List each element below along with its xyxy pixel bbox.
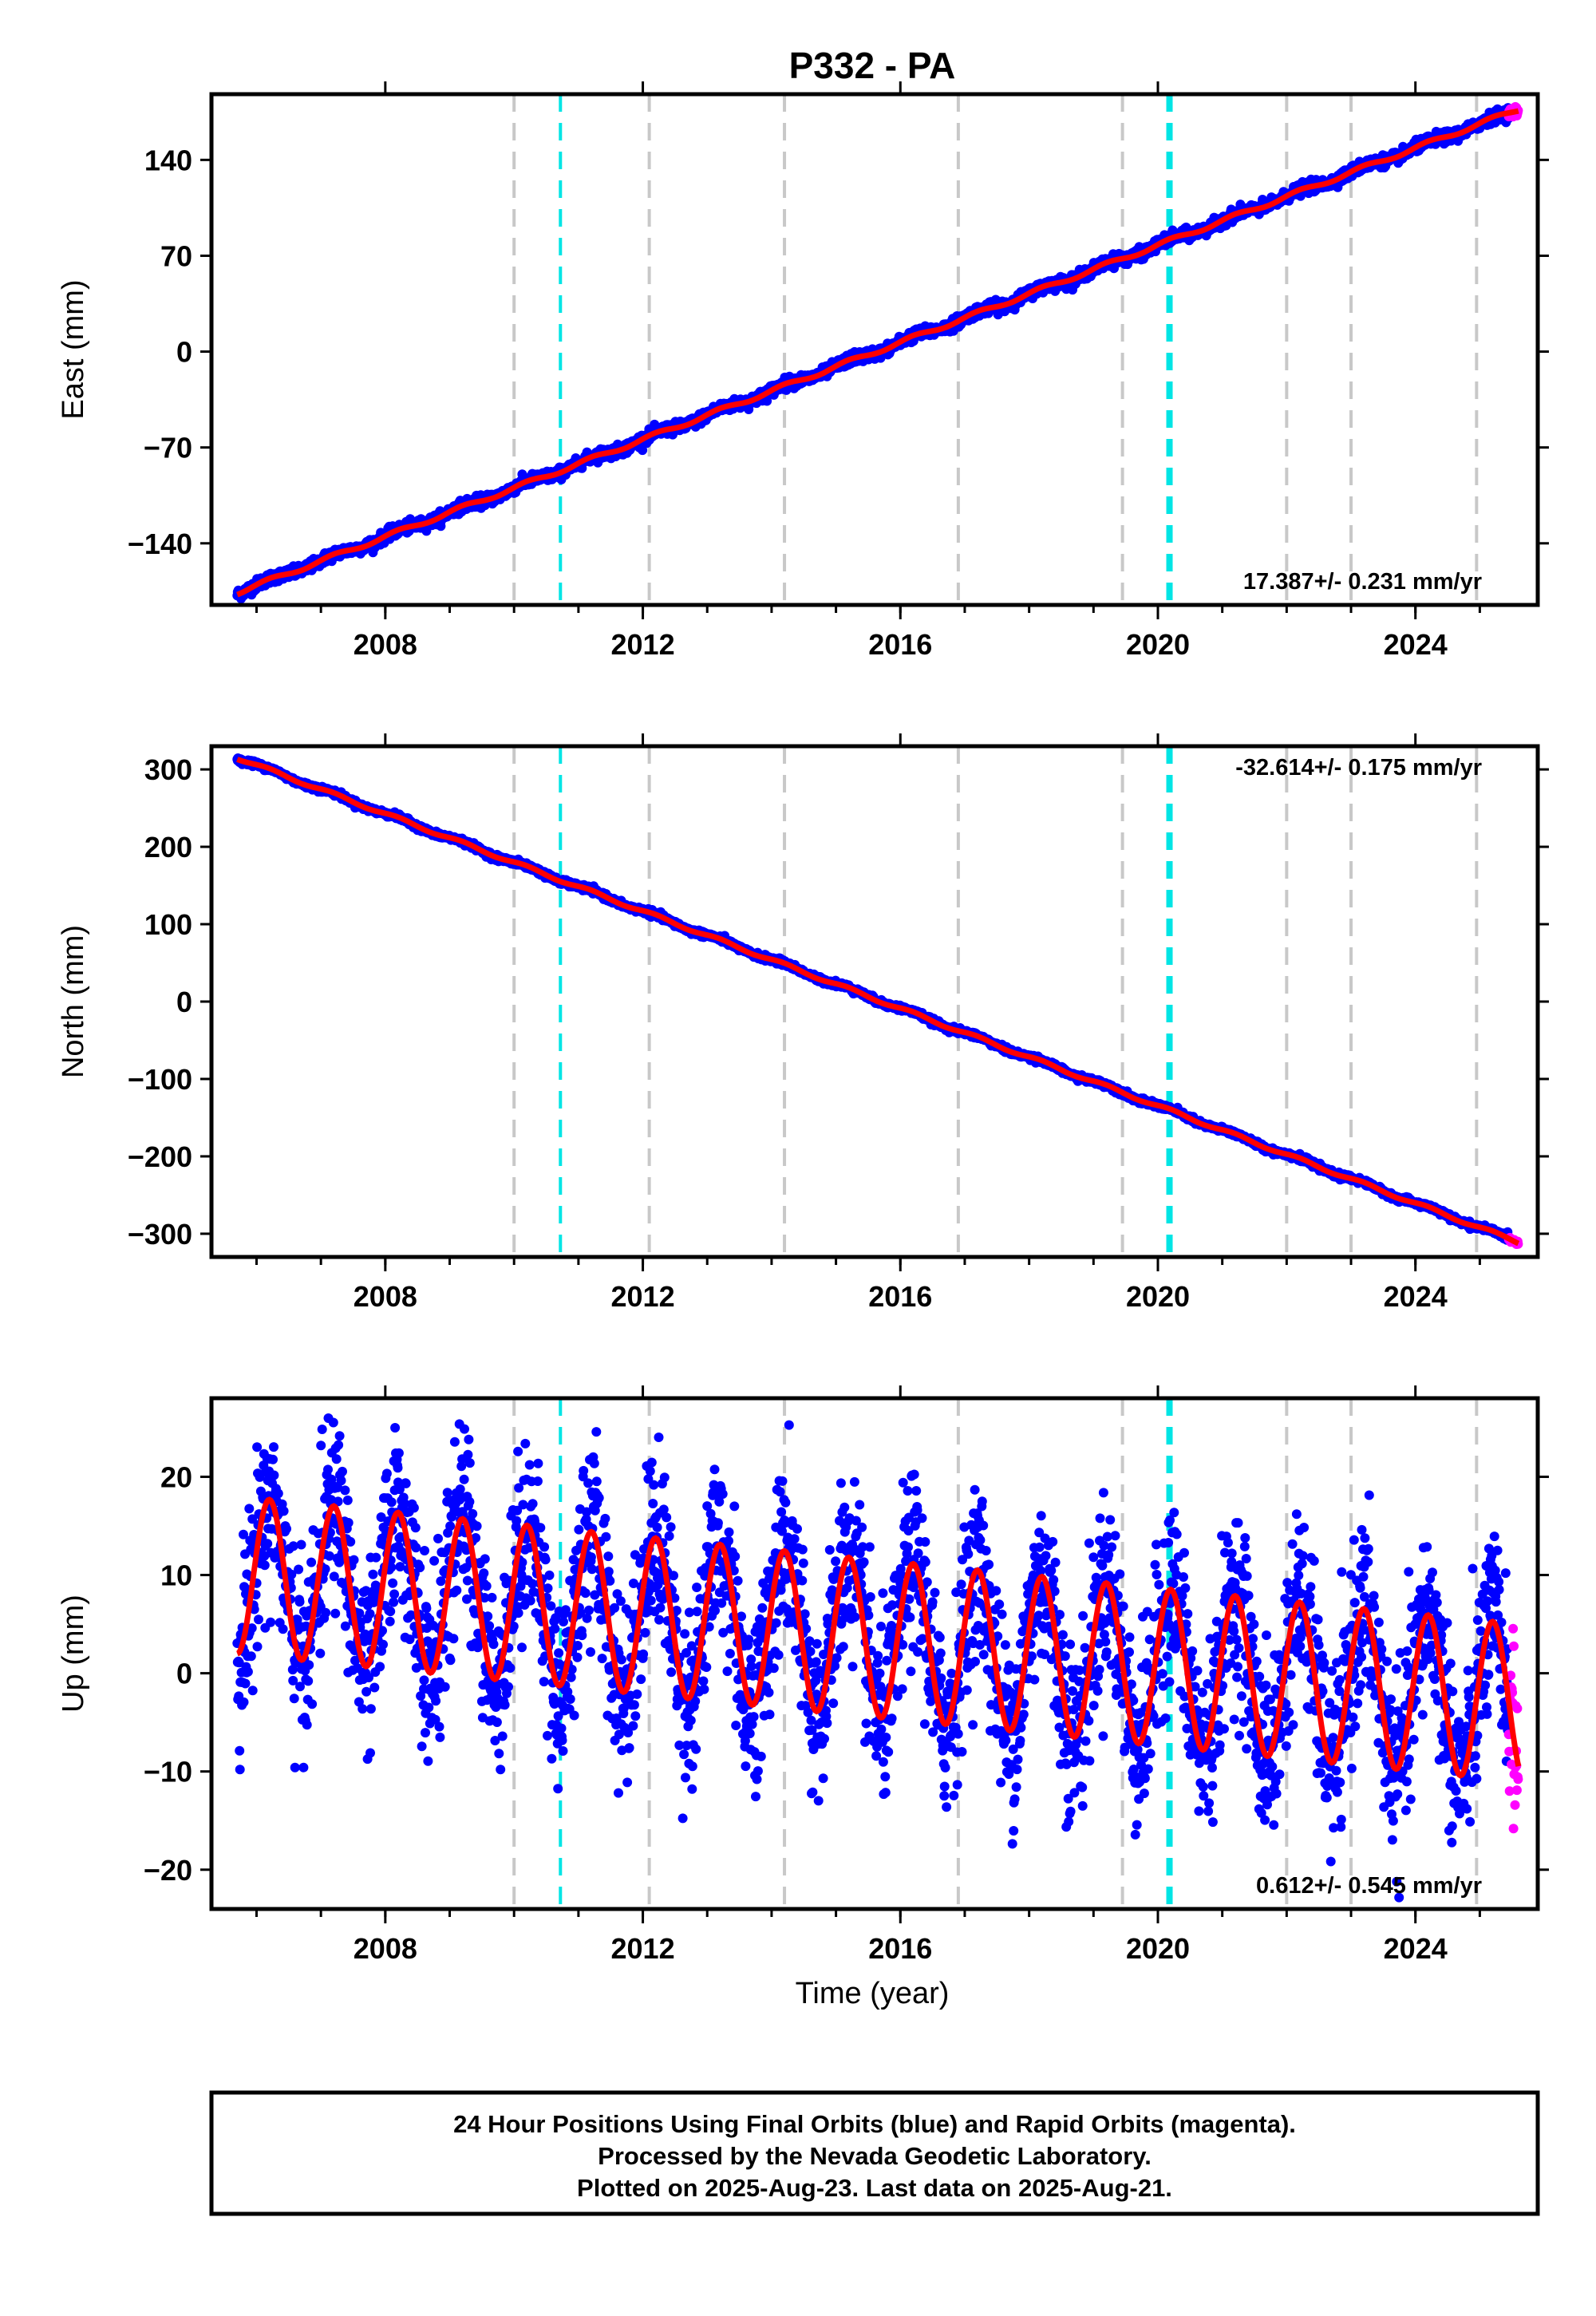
y-tick-label: 70 xyxy=(160,239,192,272)
plot-title: P332 - PA xyxy=(789,45,956,86)
x-tick-label: 2016 xyxy=(868,628,932,661)
y-tick-label: 0 xyxy=(176,336,192,369)
y-axis-label: East (mm) xyxy=(57,279,90,419)
final-point xyxy=(638,445,648,456)
panel-frame xyxy=(209,92,1540,607)
final-point xyxy=(762,396,772,406)
model-fit-line xyxy=(236,108,1519,598)
y-tick-label: −70 xyxy=(144,432,192,464)
east-panel: 140 70 0 −70 −140 2008 2012 2016 2020 2024 East (m… xyxy=(57,81,1549,661)
x-tick-label: 2008 xyxy=(354,628,417,661)
x-tick-label: 2020 xyxy=(1126,628,1190,661)
x-tick-label: 2024 xyxy=(1384,628,1448,661)
y-tick-label: −140 xyxy=(128,528,192,560)
x-tick-label: 2012 xyxy=(611,628,675,661)
y-tick-label: 140 xyxy=(144,144,192,176)
velocity-rate: 17.387+/- 0.231 mm/yr xyxy=(1243,569,1482,595)
